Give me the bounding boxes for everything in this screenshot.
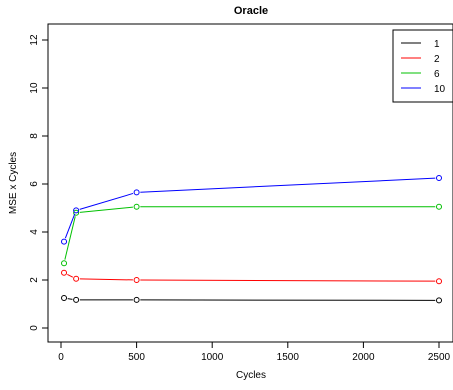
data-point (73, 209, 80, 216)
series-line-segment (79, 278, 133, 281)
y-axis-label: MSE x Cycles (8, 152, 19, 214)
x-tick-label: 0 (58, 352, 64, 363)
data-point (73, 275, 80, 282)
data-point (73, 296, 80, 303)
plot-frame (47, 23, 453, 343)
legend-box (392, 29, 453, 103)
y-tick-label: 12 (29, 34, 40, 46)
x-tick-label: 2500 (428, 352, 451, 363)
data-point (436, 278, 442, 285)
data-point (133, 296, 140, 303)
series-6 (61, 203, 442, 267)
series-line-segment (64, 213, 76, 239)
x-tick-label: 2000 (352, 352, 375, 363)
data-point (133, 203, 140, 210)
series-line-segment (140, 279, 436, 282)
data-point (436, 175, 442, 181)
x-tick-label: 1000 (201, 352, 224, 363)
legend: 1 2 6 10 (392, 29, 453, 103)
y-tick-label: 0 (29, 325, 40, 331)
legend-label: 10 (434, 84, 446, 95)
y-axis: 0 2 4 6 8 10 12 (29, 34, 49, 331)
legend-label: 1 (434, 39, 440, 50)
data-point (133, 277, 140, 283)
legend-label: 2 (434, 54, 440, 65)
data-point (436, 203, 442, 210)
series-line-segment (67, 298, 73, 300)
data-point (61, 260, 68, 267)
x-axis: 0 500 1000 1500 2000 2500 (58, 341, 451, 363)
series-10 (61, 175, 442, 245)
data-point (61, 269, 68, 276)
data-point (436, 297, 442, 304)
x-tick-label: 500 (128, 352, 145, 363)
series-layer (61, 175, 442, 304)
data-point (73, 207, 80, 214)
x-axis-label: Cycles (236, 370, 266, 381)
series-line-segment (79, 206, 133, 213)
x-tick-label: 1500 (277, 352, 300, 363)
series-2 (61, 269, 442, 285)
data-point (61, 238, 68, 245)
y-tick-label: 2 (29, 277, 40, 283)
legend-label: 6 (434, 69, 440, 80)
y-tick-label: 10 (29, 82, 40, 94)
series-line-segment (67, 273, 74, 278)
series-line-segment (79, 192, 134, 210)
y-tick-label: 6 (29, 181, 40, 187)
series-line-segment (140, 177, 436, 193)
y-tick-label: 8 (29, 133, 40, 139)
data-point (133, 189, 140, 196)
data-point (61, 295, 68, 301)
chart-title: Oracle (234, 5, 268, 17)
y-tick-label: 4 (29, 229, 40, 235)
series-1 (61, 295, 442, 304)
series-line-segment (64, 216, 76, 260)
